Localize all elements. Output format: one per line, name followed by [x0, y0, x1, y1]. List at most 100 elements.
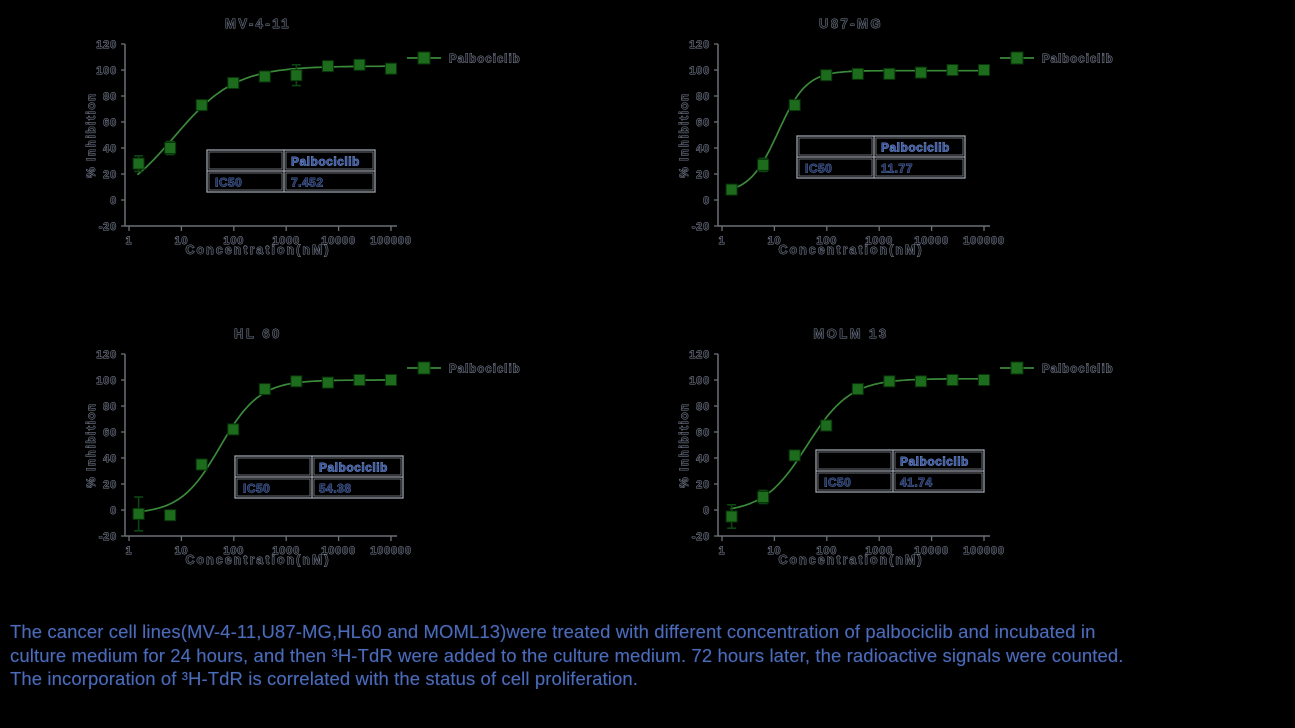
y-tick-label: 40	[696, 453, 710, 465]
ic50-cell-border	[875, 137, 964, 156]
data-point-marker	[321, 376, 334, 389]
x-tick-label: 1000	[865, 235, 893, 247]
ic50-row-label: IC50	[805, 162, 832, 176]
data-point-marker	[258, 383, 271, 396]
data-point-marker	[321, 60, 334, 73]
ic50-row-label: IC50	[215, 176, 242, 190]
caption-line-1: The cancer cell lines(MV-4-11,U87-MG,HL6…	[10, 621, 1096, 642]
y-tick-label: 120	[96, 349, 117, 361]
data-point-marker	[353, 58, 366, 71]
y-tick-label: 80	[696, 91, 710, 103]
y-tick-label: -20	[692, 531, 710, 543]
y-tick-label: 100	[689, 65, 710, 77]
data-point-marker	[978, 64, 990, 76]
ic50-row-label: IC50	[824, 476, 851, 490]
y-tick-label: 100	[689, 375, 710, 387]
x-tick-label: 1	[719, 235, 726, 247]
y-tick-label: 40	[696, 143, 710, 155]
ic50-cell-border	[285, 151, 374, 170]
y-tick-label: 80	[103, 91, 117, 103]
data-point-marker	[195, 99, 208, 112]
data-point-marker	[946, 374, 959, 386]
data-point-marker	[195, 458, 208, 471]
ic50-table-header: Palbociclib	[881, 141, 950, 155]
x-axis-label: Concentration(nM)	[778, 553, 923, 567]
ic50-value: 41.74	[900, 476, 933, 490]
x-tick-label: 100000	[963, 545, 1005, 557]
y-tick-label: -20	[99, 221, 117, 233]
legend: Palbociclib	[407, 361, 520, 376]
ic50-table: Palbociclib IC50 41.74	[815, 449, 985, 493]
ic50-cell-border	[285, 172, 374, 191]
x-tick-label: 10	[174, 545, 188, 557]
y-tick-label: 0	[110, 195, 117, 207]
data-point-marker	[914, 66, 927, 79]
x-tick-label: 100	[223, 545, 244, 557]
x-tick-label: 100000	[370, 235, 412, 247]
y-tick-label: 80	[696, 401, 710, 413]
ic50-table: Palbociclib IC50 11.77	[796, 135, 966, 179]
legend: Palbociclib	[407, 51, 520, 66]
legend-label: Palbociclib	[1042, 364, 1114, 376]
x-tick-label: 10	[767, 235, 781, 247]
data-point-marker	[353, 374, 366, 386]
data-point-marker	[385, 374, 397, 386]
data-point-marker	[883, 375, 896, 388]
legend-marker-icon	[1010, 51, 1024, 65]
data-point-marker	[788, 99, 801, 112]
data-point-marker	[290, 69, 303, 82]
data-point-marker	[290, 375, 303, 388]
x-tick-label: 100	[223, 235, 244, 247]
data-point-marker	[788, 449, 801, 462]
ic50-cell-border	[208, 172, 283, 191]
y-tick-label: 40	[103, 143, 117, 155]
data-point-marker	[851, 67, 864, 80]
y-tick-label: 60	[696, 427, 710, 439]
ic50-table: Palbociclib IC50 54.38	[234, 455, 404, 499]
y-tick-label: 0	[110, 505, 117, 517]
chart-panel-2: U87-MG -20 0 20 40 60 80 100 120 1 10 100 1000 10000 1…	[648, 8, 1238, 308]
x-tick-label: 100	[816, 235, 837, 247]
caption-line-3: The incorporation of ³H-TdR is correlate…	[10, 668, 639, 689]
data-point-marker	[883, 67, 896, 80]
y-tick-label: 60	[103, 117, 117, 129]
x-tick-label: 10000	[321, 235, 356, 247]
caption-line-2: culture medium for 24 hours, and then ³H…	[10, 644, 1124, 666]
x-tick-label: 1000	[272, 545, 300, 557]
y-axis-label: % Inhibition	[84, 402, 98, 488]
ic50-cell-border	[894, 451, 983, 470]
x-tick-label: 1	[126, 545, 133, 557]
y-tick-label: 20	[103, 169, 117, 181]
ic50-cell-border	[236, 457, 311, 476]
legend-marker-icon	[417, 361, 431, 375]
data-point-marker	[385, 62, 397, 75]
data-point-marker	[914, 375, 927, 388]
ic50-table-header: Palbociclib	[900, 455, 969, 469]
ic50-cell-border	[313, 478, 402, 497]
x-tick-label: 10000	[321, 545, 356, 557]
ic50-value: 54.38	[319, 482, 352, 496]
ic50-cell-border	[875, 158, 964, 177]
x-tick-label: 10	[767, 545, 781, 557]
ic50-cell-border	[798, 137, 873, 156]
x-tick-label: 100000	[370, 545, 412, 557]
legend: Palbociclib	[1000, 361, 1114, 376]
x-tick-label: 1000	[865, 545, 893, 557]
chart-title: MOLM 13	[813, 326, 888, 341]
x-tick-label: 1	[126, 235, 133, 247]
y-tick-label: 120	[689, 349, 710, 361]
data-point-marker	[851, 383, 864, 396]
ic50-table: Palbociclib IC50 7.452	[206, 149, 376, 193]
y-tick-label: 20	[103, 479, 117, 491]
legend: Palbociclib	[1000, 51, 1113, 66]
data-point-marker	[227, 77, 240, 89]
y-tick-label: 0	[703, 505, 710, 517]
chart-panel-4: MOLM 13 -20 0 20 40 60 80 100 120 1 10 100 1000 10000…	[648, 318, 1238, 618]
ic50-value: 7.452	[291, 176, 324, 190]
x-tick-label: 100000	[963, 235, 1005, 247]
y-axis-label: % Inhibition	[677, 402, 691, 488]
ic50-cell-border	[817, 472, 892, 491]
y-tick-label: 60	[696, 117, 710, 129]
y-tick-label: 120	[689, 39, 710, 51]
